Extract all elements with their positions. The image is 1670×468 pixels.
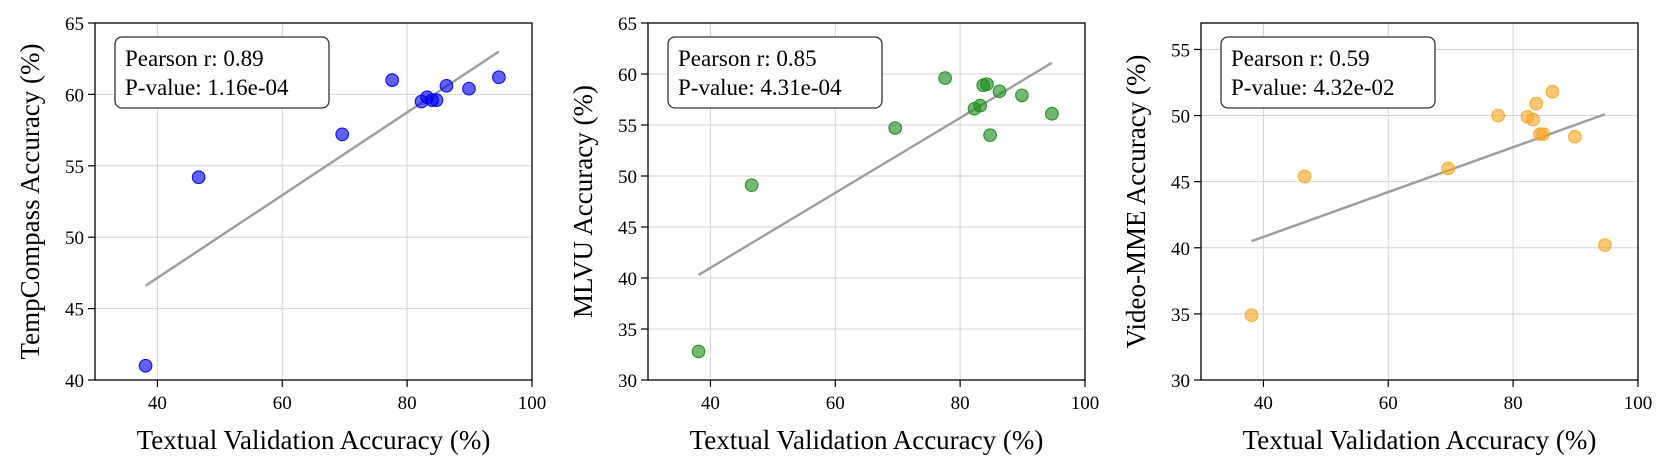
y-axis-label: MLVU Accuracy (%) bbox=[568, 85, 598, 318]
y-tick-label: 35 bbox=[1171, 305, 1190, 326]
scatter-point bbox=[1529, 96, 1544, 111]
scatter-point bbox=[385, 73, 400, 87]
chart-panel-1: 40 60 80 100 40 45 50 55 60 65 Textual Validation … bbox=[15, 14, 546, 455]
scatter-point bbox=[983, 128, 997, 143]
y-tick-label: 65 bbox=[65, 14, 84, 35]
x-tick-label: 80 bbox=[398, 393, 417, 414]
x-tick-label: 80 bbox=[951, 393, 970, 414]
x-tick-label: 40 bbox=[701, 393, 720, 414]
y-tick-label: 30 bbox=[1171, 371, 1190, 392]
chart-panel-3: 40 60 80 100 30 35 40 45 50 55 Textual Validation … bbox=[1121, 22, 1653, 455]
pearson-r-label: Pearson r: 0.89 bbox=[125, 46, 264, 71]
y-axis-label: Video-MME Accuracy (%) bbox=[1121, 55, 1151, 349]
scatter-point bbox=[439, 78, 454, 93]
x-tick-label: 100 bbox=[1624, 393, 1653, 414]
x-tick-label: 40 bbox=[1254, 393, 1273, 414]
scatter-point bbox=[888, 121, 903, 135]
x-tick-label: 40 bbox=[148, 393, 167, 414]
p-value-label: P-value: 4.31e-04 bbox=[678, 75, 842, 100]
x-tick-label: 60 bbox=[1379, 393, 1398, 414]
y-tick-label: 45 bbox=[65, 300, 84, 321]
y-tick-label: 45 bbox=[618, 218, 637, 239]
scatter-point bbox=[938, 71, 953, 85]
x-tick-label: 60 bbox=[273, 393, 292, 414]
plot-frame bbox=[94, 22, 533, 381]
y-axis-label: TempCompass Accuracy (%) bbox=[15, 43, 45, 359]
stats-box bbox=[1220, 36, 1436, 109]
chart-panel-2: 40 60 80 100 30 35 40 45 50 55 60 65 Textual Validat… bbox=[568, 14, 1099, 455]
scatter-point bbox=[1015, 88, 1029, 103]
scatter-point bbox=[429, 93, 444, 107]
x-tick-label: 80 bbox=[1504, 393, 1523, 414]
y-tick-label: 40 bbox=[65, 371, 84, 392]
plot-frame bbox=[1200, 22, 1639, 381]
scatter-point bbox=[191, 170, 206, 185]
scatter-point bbox=[138, 358, 153, 373]
y-tick-label: 30 bbox=[618, 371, 637, 392]
scatter-point bbox=[335, 127, 350, 142]
scatter-point bbox=[1045, 106, 1059, 121]
scatter-point bbox=[1491, 108, 1506, 123]
y-tick-label: 50 bbox=[618, 167, 637, 188]
pearson-r-label: Pearson r: 0.59 bbox=[1231, 46, 1370, 71]
x-axis-label: Textual Validation Accuracy (%) bbox=[690, 425, 1044, 455]
x-tick-label: 100 bbox=[1071, 393, 1100, 414]
plot-frame bbox=[647, 22, 1086, 381]
pearson-r-label: Pearson r: 0.85 bbox=[678, 46, 817, 71]
scatter-point bbox=[1297, 169, 1312, 184]
regression-line bbox=[697, 61, 1053, 276]
y-tick-label: 40 bbox=[618, 269, 637, 290]
scatter-point bbox=[744, 178, 759, 193]
scatter-point bbox=[462, 81, 476, 96]
y-tick-label: 60 bbox=[65, 85, 84, 106]
scatter-point bbox=[1441, 161, 1456, 176]
scatter-point bbox=[992, 84, 1007, 99]
scatter-point bbox=[1536, 127, 1550, 141]
x-tick-label: 100 bbox=[518, 393, 547, 414]
scatter-point bbox=[1545, 84, 1560, 99]
scatter-point bbox=[1568, 129, 1582, 144]
y-tick-label: 55 bbox=[618, 116, 637, 137]
regression-line bbox=[144, 50, 500, 287]
stats-box bbox=[114, 36, 330, 109]
y-tick-label: 35 bbox=[618, 320, 637, 341]
x-axis-label: Textual Validation Accuracy (%) bbox=[137, 425, 491, 455]
y-tick-label: 55 bbox=[1171, 40, 1190, 61]
scatter-point bbox=[980, 77, 994, 92]
y-tick-label: 45 bbox=[1171, 173, 1190, 194]
y-tick-label: 60 bbox=[618, 65, 637, 86]
scatter-point bbox=[1244, 308, 1259, 323]
scatter-point bbox=[973, 98, 987, 113]
stats-box bbox=[667, 36, 883, 109]
p-value-label: P-value: 1.16e-04 bbox=[125, 75, 289, 100]
p-value-label: P-value: 4.32e-02 bbox=[1231, 75, 1395, 100]
scatter-point bbox=[1526, 112, 1540, 127]
y-tick-label: 55 bbox=[65, 157, 84, 178]
scatter-point bbox=[492, 70, 506, 85]
y-tick-label: 40 bbox=[1171, 239, 1190, 260]
scatter-point bbox=[691, 344, 706, 359]
scatter-point bbox=[1598, 238, 1612, 252]
x-tick-label: 60 bbox=[826, 393, 845, 414]
y-tick-label: 50 bbox=[65, 228, 84, 249]
x-axis-label: Textual Validation Accuracy (%) bbox=[1243, 425, 1597, 455]
y-tick-label: 65 bbox=[618, 14, 637, 35]
y-tick-label: 50 bbox=[1171, 107, 1190, 128]
